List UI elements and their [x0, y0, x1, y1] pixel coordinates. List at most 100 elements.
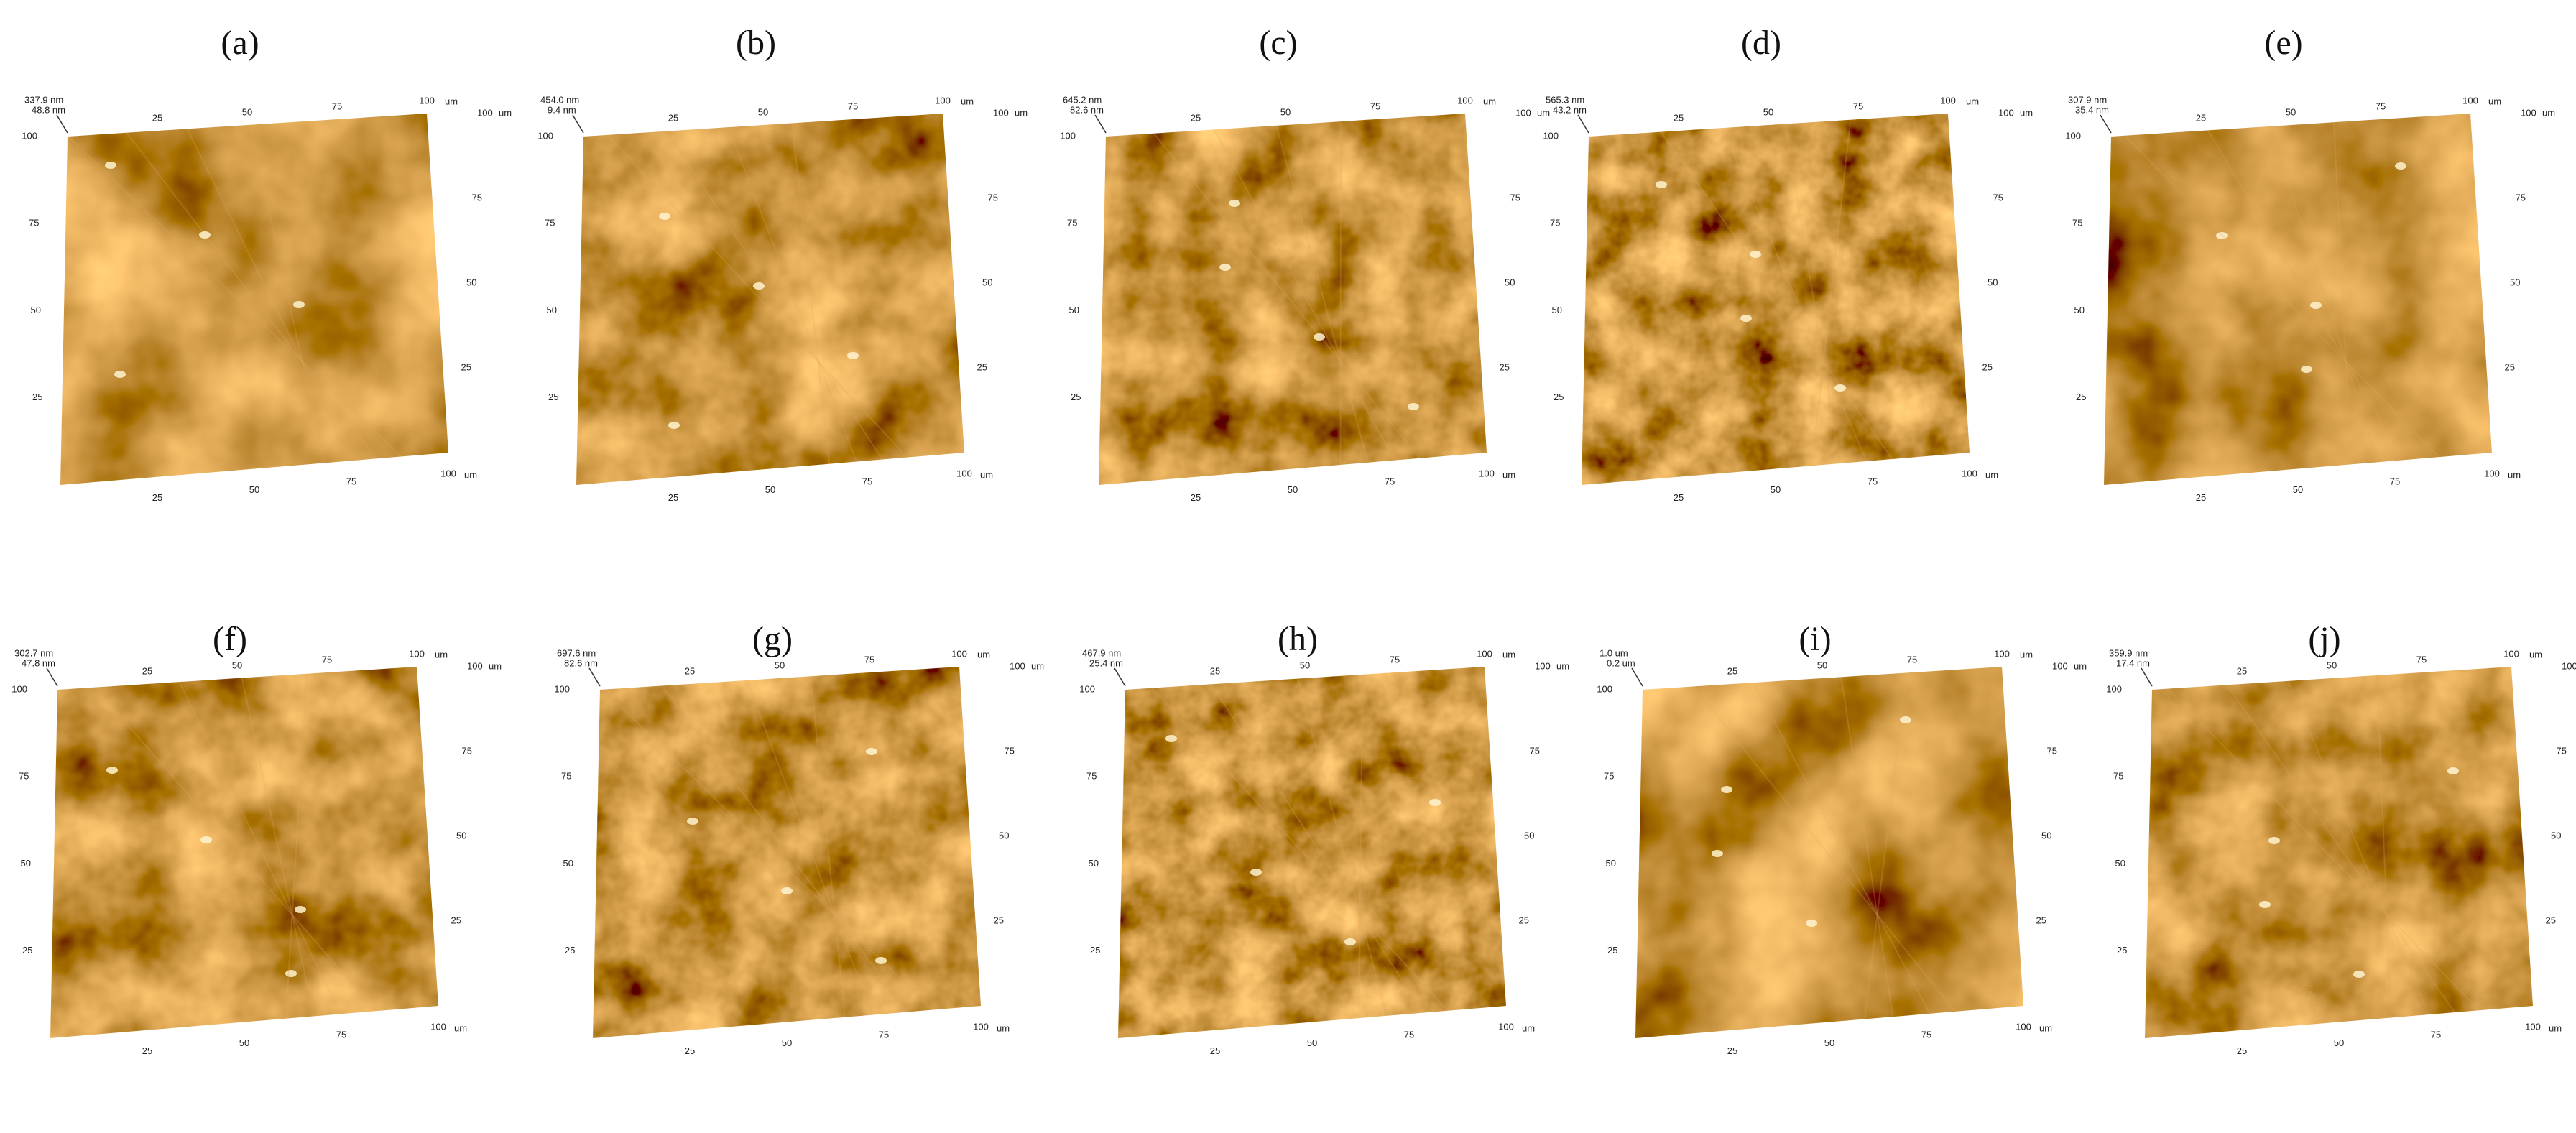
right-unit: um [1015, 107, 1028, 118]
scratch [593, 675, 959, 1035]
left-tick-label: 75 [1067, 218, 1077, 228]
surface-features [595, 121, 931, 482]
bottom-tick-label: 25 [685, 1045, 695, 1056]
top-tick-label: 100 [409, 648, 425, 659]
right-tick-label: 75 [2557, 745, 2567, 756]
bottom-unit: um [997, 1022, 1010, 1033]
particle [1229, 200, 1240, 207]
scratch [1339, 121, 1342, 482]
z-max: 454.0 nm [540, 94, 579, 105]
panel-label: (b) [736, 24, 776, 62]
panel-label: (i) [1799, 620, 1831, 658]
top-tick-label: 75 [2416, 654, 2427, 665]
particle [2447, 767, 2459, 774]
scratch [1809, 121, 1851, 482]
bottom-unit: um [1985, 469, 1998, 480]
right-tick-label: 50 [2551, 830, 2561, 841]
top-unit: um [445, 96, 458, 106]
afm-panel: 454.0 nm9.4 nm 25 25 25 25 50 50 50 50 75 75 75 75 10… [537, 94, 1028, 503]
z-pointer [56, 114, 68, 134]
left-tick-label: 50 [1089, 858, 1099, 869]
top-tick-label: 100 [2503, 648, 2519, 659]
particle [659, 213, 670, 220]
particle [293, 301, 305, 308]
bottom-tick-label: 75 [1404, 1030, 1414, 1040]
left-tick-label: 75 [1086, 771, 1097, 782]
particle [1250, 869, 1262, 876]
right-tick-label: 100 [1515, 107, 1531, 118]
afm-surface [60, 114, 448, 485]
top-unit: um [977, 649, 990, 660]
bottom-tick-label: 75 [336, 1030, 346, 1040]
top-tick-label: 75 [864, 654, 874, 665]
scratch [1144, 121, 1439, 482]
top-tick-label: 75 [848, 101, 858, 111]
right-tick-label: 100 [1010, 660, 1025, 671]
right-unit: um [489, 660, 502, 671]
particle [687, 818, 698, 825]
particle [1429, 799, 1441, 806]
bottom-unit: um [2549, 1022, 2562, 1033]
particle [285, 970, 297, 977]
particle [1219, 264, 1231, 271]
z-max: 565.3 nm [1546, 94, 1584, 105]
top-tick-label: 50 [232, 660, 242, 670]
scratch [1296, 675, 1393, 1035]
bottom-tick-label: 75 [879, 1030, 889, 1040]
particle [866, 748, 877, 755]
bottom-tick-label: 50 [782, 1037, 792, 1048]
particle [1721, 786, 1732, 793]
right-tick-label: 50 [999, 830, 1009, 841]
left-tick-label: 75 [1604, 771, 1614, 782]
scratch [810, 675, 848, 1035]
top-tick-label: 75 [1907, 654, 1917, 665]
particle [1344, 938, 1356, 945]
top-tick-label: 25 [2196, 112, 2206, 123]
particle [114, 371, 126, 378]
particle [106, 767, 118, 774]
left-tick-label: 100 [1543, 130, 1559, 141]
bottom-tick-label: 100 [2484, 468, 2500, 478]
particle [2301, 366, 2312, 373]
z-pointer [1114, 667, 1126, 687]
left-tick-label: 25 [2117, 945, 2127, 956]
particle [199, 231, 211, 239]
bottom-tick-label: 75 [2390, 476, 2400, 487]
z-min: 17.4 nm [2116, 657, 2150, 668]
left-tick-label: 100 [537, 130, 553, 141]
particle [1314, 333, 1325, 341]
right-unit: um [1031, 660, 1044, 671]
top-tick-label: 50 [242, 106, 252, 117]
particle [1740, 315, 1752, 322]
top-tick-label: 100 [2462, 95, 2478, 106]
right-tick-label: 25 [1982, 361, 1993, 372]
top-tick-label: 50 [1280, 106, 1291, 117]
scratch [2285, 675, 2438, 1035]
right-tick-label: 100 [467, 660, 483, 671]
z-max: 645.2 nm [1063, 94, 1102, 105]
left-tick-label: 100 [1597, 683, 1612, 694]
right-tick-label: 75 [1993, 192, 2003, 203]
right-tick-label: 50 [2041, 830, 2051, 841]
right-tick-label: 75 [2516, 192, 2526, 203]
z-min: 35.4 nm [2075, 104, 2109, 115]
right-tick-label: 75 [472, 192, 482, 203]
z-min: 0.2 um [1607, 657, 1635, 668]
left-tick-label: 50 [563, 858, 573, 869]
top-tick-label: 25 [1727, 665, 1737, 676]
right-tick-label: 100 [2052, 660, 2068, 671]
z-max: 307.9 nm [2068, 94, 2107, 105]
afm-surface [576, 114, 964, 485]
top-tick-label: 100 [1477, 648, 1492, 659]
z-min: 48.8 nm [32, 104, 65, 115]
scratch [1140, 675, 1471, 1035]
particle [753, 282, 765, 290]
left-tick-label: 75 [561, 771, 571, 782]
right-tick-label: 25 [2505, 361, 2515, 372]
particle [2395, 162, 2406, 170]
